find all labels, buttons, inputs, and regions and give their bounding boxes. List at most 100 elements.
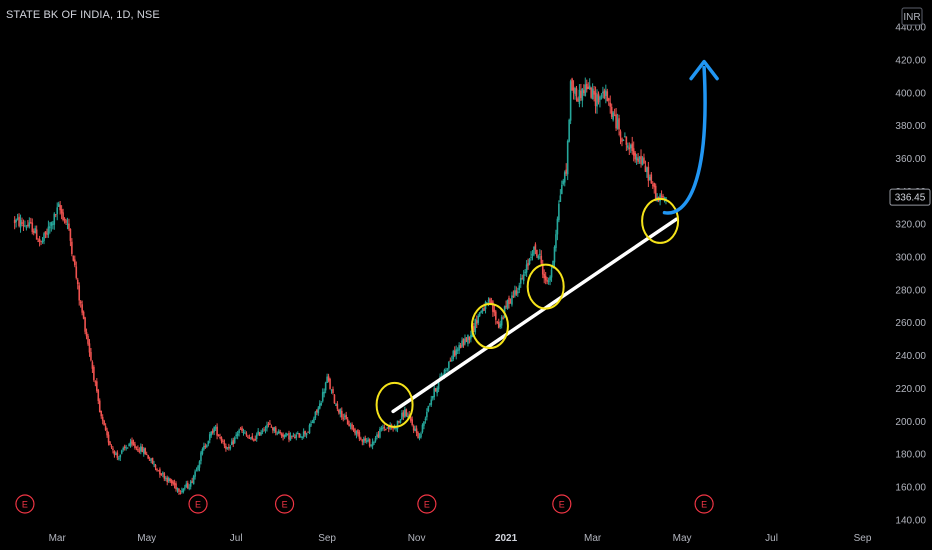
- candle: [382, 424, 384, 431]
- time-tick-label: Mar: [584, 533, 602, 544]
- candle-body: [624, 136, 626, 138]
- candle: [541, 259, 544, 279]
- candle: [72, 255, 75, 262]
- candle-body: [521, 278, 524, 280]
- candle: [93, 365, 95, 382]
- candle: [326, 373, 328, 383]
- candle: [474, 318, 477, 335]
- candle: [195, 467, 198, 472]
- candle-body: [229, 446, 232, 449]
- time-tick-label: Sep: [854, 533, 872, 544]
- candle-body: [500, 317, 503, 326]
- candle-body: [383, 426, 386, 429]
- candle: [188, 484, 191, 491]
- candle: [22, 219, 25, 231]
- candle: [423, 421, 425, 430]
- candle: [247, 435, 249, 439]
- candle: [31, 218, 34, 235]
- candle: [565, 163, 568, 176]
- candle: [94, 380, 97, 387]
- candle-body: [142, 448, 145, 454]
- candle-body: [499, 323, 502, 327]
- candle: [508, 295, 510, 309]
- candle-body: [461, 340, 463, 347]
- candle-body: [336, 403, 339, 409]
- candle: [495, 309, 497, 325]
- candle: [148, 456, 151, 461]
- candle: [321, 388, 324, 403]
- candle-body: [531, 253, 534, 256]
- candle: [387, 426, 390, 433]
- candle: [291, 435, 293, 439]
- candle-body: [342, 417, 345, 419]
- candle-body: [299, 436, 302, 438]
- candle-body: [302, 431, 305, 437]
- earnings-circle: [417, 494, 437, 514]
- candle-body: [195, 470, 198, 472]
- candle: [87, 333, 89, 346]
- candle: [497, 318, 500, 329]
- candle: [484, 300, 487, 314]
- candle: [229, 444, 232, 451]
- candle-body: [305, 433, 308, 436]
- candle: [76, 277, 79, 290]
- candle: [100, 410, 103, 419]
- candle: [558, 200, 560, 223]
- candle: [37, 238, 39, 243]
- candle: [98, 398, 101, 413]
- candle: [530, 251, 532, 261]
- candle-body: [533, 246, 535, 255]
- candle: [455, 345, 458, 360]
- candle-body: [486, 302, 488, 304]
- candle-body: [69, 229, 72, 241]
- candle: [618, 114, 620, 136]
- candle-body: [603, 90, 606, 99]
- candle-body: [525, 264, 528, 273]
- candle: [162, 471, 164, 478]
- candle-body: [587, 86, 590, 89]
- candle: [131, 437, 133, 447]
- candle-body: [314, 411, 317, 418]
- candle: [285, 432, 287, 438]
- candle: [610, 103, 613, 119]
- candle: [509, 298, 512, 304]
- candle-body: [213, 427, 215, 432]
- candle-body: [313, 418, 315, 424]
- candle-body: [610, 106, 613, 117]
- earnings-letter: E: [701, 500, 707, 510]
- candle-body: [128, 444, 130, 447]
- candle: [223, 439, 226, 449]
- candle-body: [448, 361, 450, 369]
- price-axis: 440.00420.00400.00380.00360.00340.00320.…: [886, 0, 932, 550]
- candle: [561, 180, 563, 195]
- candle: [581, 87, 584, 108]
- candle-body: [65, 220, 67, 223]
- candle-body: [365, 440, 368, 443]
- candle: [53, 212, 56, 230]
- candle-body: [223, 442, 226, 446]
- price-tick-label: 220.00: [895, 384, 926, 395]
- candle-body: [269, 423, 271, 425]
- support-touch-circle: [526, 263, 565, 310]
- candle: [477, 313, 480, 326]
- candle: [370, 444, 372, 448]
- candle: [591, 83, 594, 100]
- candle: [590, 86, 592, 99]
- candle-body: [367, 439, 369, 441]
- candle: [603, 88, 606, 100]
- candle: [16, 213, 19, 221]
- candle: [46, 228, 48, 238]
- candle: [273, 426, 276, 434]
- candle-body: [244, 432, 246, 434]
- candle-body: [101, 417, 104, 421]
- candle-body: [415, 428, 418, 433]
- candle: [654, 183, 657, 202]
- candle-body: [662, 195, 664, 198]
- candle: [32, 228, 35, 236]
- candle: [333, 394, 336, 404]
- candle: [446, 367, 449, 372]
- candle: [656, 193, 658, 203]
- candle: [572, 80, 575, 100]
